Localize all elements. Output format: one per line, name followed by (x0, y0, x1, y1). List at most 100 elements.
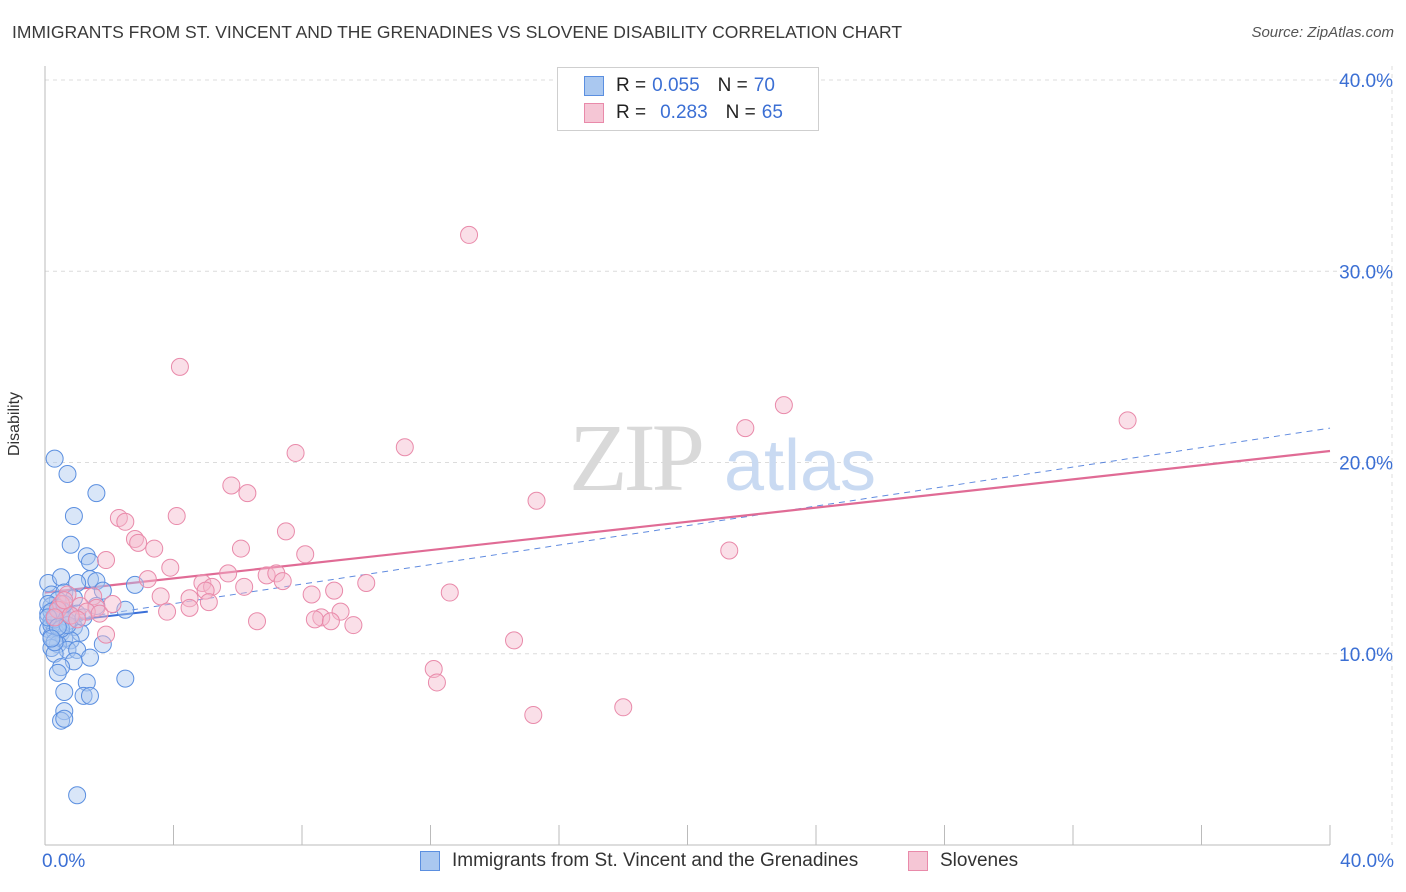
data-point-slovenes (222, 476, 241, 495)
data-point-slovenes (97, 625, 116, 644)
data-point-slovenes (273, 572, 292, 591)
data-point-immigrants (45, 449, 64, 468)
data-point-immigrants (116, 669, 135, 688)
data-point-slovenes (238, 484, 257, 503)
data-point-immigrants (80, 552, 99, 571)
data-point-immigrants (48, 663, 67, 682)
data-point-slovenes (296, 545, 315, 564)
data-point-immigrants (93, 635, 112, 654)
trend-line-blue-extended (44, 427, 1331, 624)
data-point-immigrants (80, 686, 99, 705)
y-tick-label: 40.0% (1339, 71, 1393, 92)
data-point-slovenes (344, 616, 363, 635)
legend-row-blue: R = 0.055 N = 70 (584, 73, 775, 99)
data-point-immigrants (64, 507, 83, 526)
data-point-slovenes (90, 604, 109, 623)
data-point-immigrants (68, 573, 87, 592)
data-point-slovenes (248, 612, 267, 631)
y-tick-label: 20.0% (1339, 454, 1393, 475)
data-point-slovenes (170, 357, 189, 376)
bottom-legend-pink: Slovenes (908, 850, 1018, 872)
data-point-slovenes (395, 438, 414, 457)
data-point-slovenes (524, 705, 543, 724)
legend: R = 0.055 N = 70 R = 0.283 N = 65 (557, 67, 819, 131)
data-point-immigrants (87, 572, 106, 591)
watermark-zip: ZIP (569, 404, 702, 511)
data-point-slovenes (138, 570, 157, 589)
data-point-slovenes (116, 512, 135, 531)
data-point-immigrants (42, 629, 61, 648)
data-point-slovenes (151, 587, 170, 606)
data-point-slovenes (267, 564, 286, 583)
data-point-immigrants (52, 711, 71, 730)
data-point-slovenes (460, 225, 479, 244)
data-point-slovenes (97, 551, 116, 570)
data-point-slovenes (357, 573, 376, 592)
data-point-immigrants (77, 673, 96, 692)
data-point-slovenes (286, 443, 305, 462)
legend-n-value: 65 (761, 102, 783, 123)
data-point-immigrants (52, 568, 71, 587)
legend-r-label: R = (616, 75, 647, 96)
y-tick-labels: 10.0% 20.0% 30.0% 40.0% (1339, 71, 1393, 666)
data-point-slovenes (527, 491, 546, 510)
bottom-legend-label-blue: Immigrants from St. Vincent and the Gren… (452, 850, 859, 871)
data-point-slovenes (440, 583, 459, 602)
y-tick-label: 10.0% (1339, 645, 1393, 666)
gridlines (45, 66, 1393, 845)
bottom-legend-swatch-pink (908, 851, 928, 871)
data-point-immigrants (87, 484, 106, 503)
data-point-immigrants (42, 639, 61, 658)
data-point-immigrants (61, 535, 80, 554)
legend-r-value: 0.283 (660, 102, 708, 123)
series-pink-points (45, 225, 1137, 724)
data-point-slovenes (325, 581, 344, 600)
legend-n-label: N = (725, 102, 756, 123)
data-point-immigrants (93, 581, 112, 600)
legend-r-label: R = (616, 102, 647, 123)
y-tick-label: 30.0% (1339, 262, 1393, 283)
data-point-immigrants (77, 547, 96, 566)
data-point-slovenes (161, 558, 180, 577)
data-point-slovenes (45, 608, 64, 627)
data-point-slovenes (505, 631, 524, 650)
data-point-slovenes (774, 396, 793, 415)
data-point-slovenes (58, 585, 77, 604)
legend-n-value: 70 (753, 75, 775, 96)
chart-title: IMMIGRANTS FROM ST. VINCENT AND THE GREN… (12, 22, 903, 42)
data-point-immigrants (55, 702, 74, 721)
y-axis-label: Disability (6, 391, 23, 456)
trend-line-pink (44, 449, 1331, 594)
data-point-slovenes (276, 522, 295, 541)
watermark: ZIP atlas (569, 404, 876, 511)
axes (44, 66, 1331, 846)
data-point-slovenes (158, 602, 177, 621)
data-point-slovenes (312, 608, 331, 627)
data-point-slovenes (424, 660, 443, 679)
data-point-slovenes (427, 673, 446, 692)
data-point-slovenes (219, 564, 238, 583)
data-point-slovenes (720, 541, 739, 560)
data-point-slovenes (235, 577, 254, 596)
data-point-slovenes (231, 539, 250, 558)
data-point-immigrants (68, 786, 87, 805)
legend-swatch-blue (584, 76, 604, 96)
data-point-slovenes (55, 591, 74, 610)
data-point-slovenes (167, 507, 186, 526)
series-blue-points (39, 449, 144, 805)
data-point-slovenes (84, 587, 103, 606)
data-point-immigrants (55, 709, 74, 728)
bottom-legend-swatch-blue (420, 851, 440, 871)
watermark-atlas: atlas (724, 426, 876, 506)
x-tick-min: 0.0% (42, 851, 86, 872)
data-point-slovenes (321, 612, 340, 631)
data-point-slovenes (331, 602, 350, 621)
data-point-slovenes (129, 533, 148, 552)
data-point-slovenes (736, 419, 755, 438)
data-point-slovenes (614, 698, 633, 717)
data-point-slovenes (145, 539, 164, 558)
data-point-slovenes (180, 598, 199, 617)
data-point-slovenes (302, 585, 321, 604)
data-point-slovenes (196, 581, 215, 600)
legend-r-value: 0.055 (652, 75, 700, 96)
